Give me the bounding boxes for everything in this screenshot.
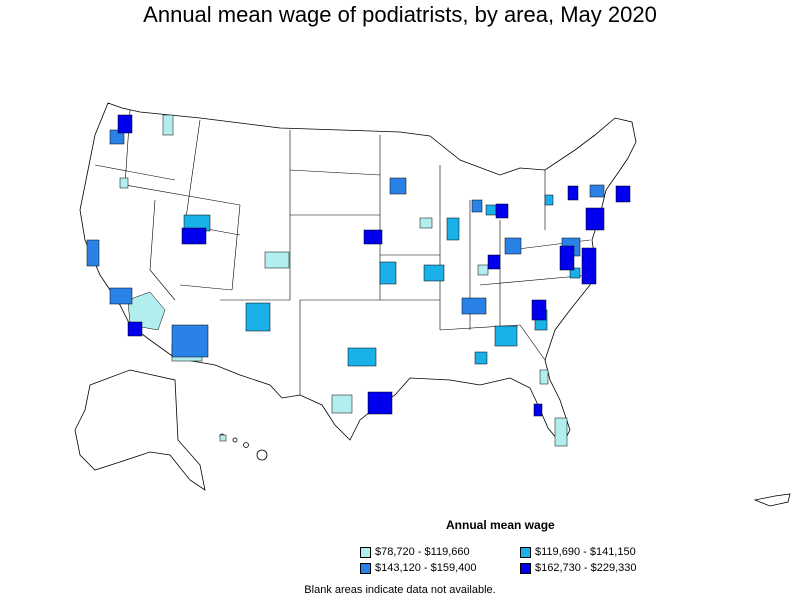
contiguous-us-outline — [79, 102, 637, 446]
legend-swatch-2 — [520, 546, 531, 558]
legend-label-3: $143,120 - $159,400 — [375, 562, 477, 574]
legend-label-4: $162,730 - $229,330 — [535, 562, 637, 574]
legend-item-4: $162,730 - $229,330 — [520, 562, 637, 574]
legend-item-2: $119,690 - $141,150 — [520, 546, 636, 558]
hawaii-islands — [219, 433, 268, 461]
puerto-rico-outline — [753, 493, 791, 507]
legend-label-2: $119,690 - $141,150 — [535, 546, 636, 558]
legend-swatch-1 — [360, 546, 371, 558]
availability-note: Blank areas indicate data not available. — [304, 584, 496, 596]
metro-areas — [86, 114, 631, 447]
map-title: Annual mean wage of podiatrists, by area… — [143, 2, 657, 27]
legend-item-3: $143,120 - $159,400 — [360, 562, 477, 574]
legend-label-1: $78,720 - $119,660 — [375, 546, 470, 558]
legend-item-1: $78,720 - $119,660 — [360, 546, 470, 558]
legend-swatch-4 — [520, 562, 531, 574]
legend-title: Annual mean wage — [446, 518, 555, 532]
legend-swatch-3 — [360, 562, 371, 574]
alaska-outline — [74, 369, 206, 491]
